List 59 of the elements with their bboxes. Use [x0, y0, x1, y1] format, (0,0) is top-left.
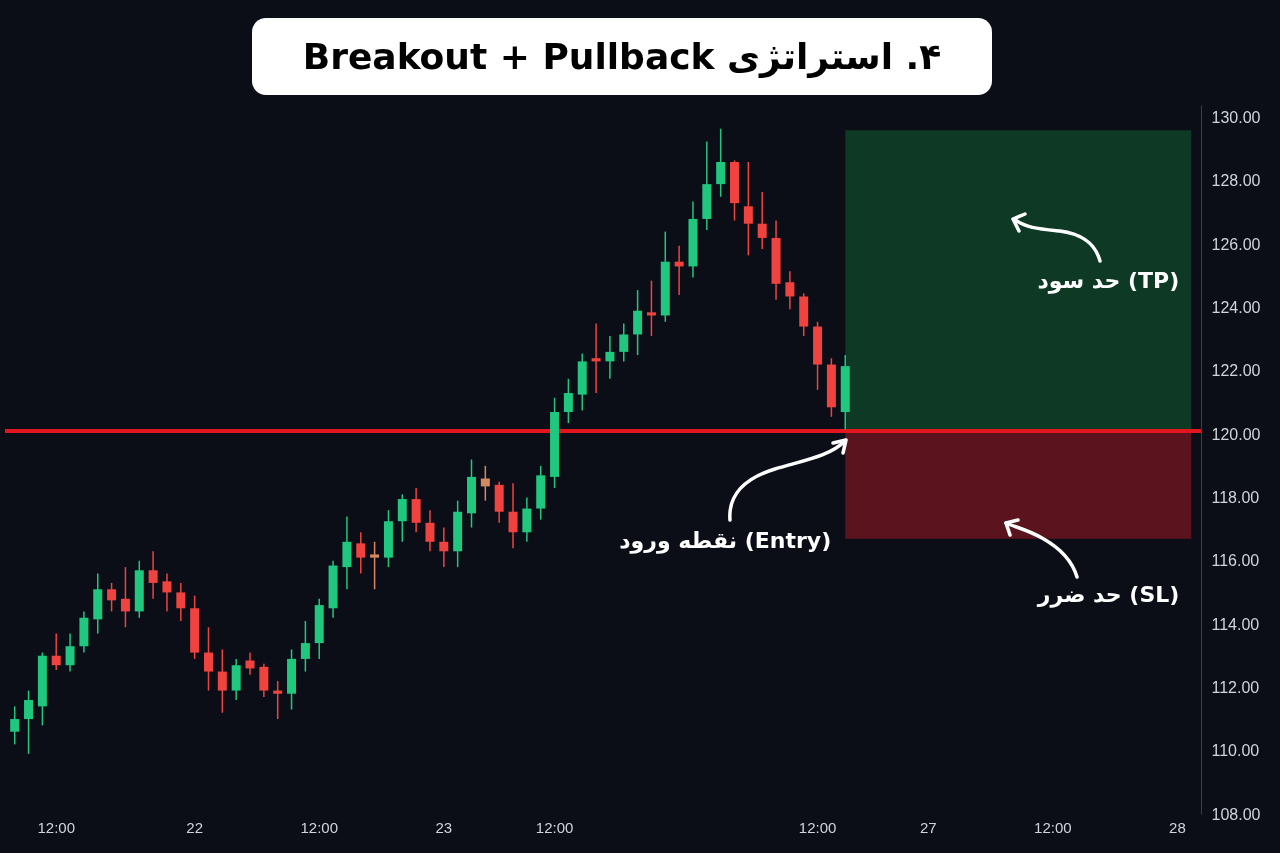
x-tick-label: 12:00 [535, 818, 574, 836]
candlestick [563, 378, 573, 424]
y-tick-label: 114.00 [1211, 615, 1260, 633]
y-tick-label: 108.00 [1211, 805, 1261, 823]
candlestick [273, 680, 283, 720]
x-tick-label: 23 [435, 818, 453, 836]
x-tick-label: 22 [186, 818, 203, 836]
candlestick [522, 496, 532, 543]
candlestick [24, 689, 34, 755]
candlestick [300, 620, 310, 673]
candlestick [619, 322, 629, 363]
candlestick [356, 531, 366, 575]
candlestick [120, 566, 130, 628]
candlestick [176, 582, 186, 622]
y-tick-label: 120.00 [1211, 425, 1261, 443]
candlestick [203, 626, 213, 692]
x-tick-label: 12:00 [798, 818, 837, 836]
candlestick [107, 582, 117, 613]
y-tick-label: 116.00 [1211, 552, 1260, 570]
candlestick [65, 632, 75, 673]
y-tick-label: 122.00 [1211, 362, 1261, 380]
band-label: حد ضرر (SL) [1036, 581, 1180, 608]
candlestick [785, 270, 795, 310]
candlestick [217, 648, 227, 714]
y-tick-label: 124.00 [1211, 299, 1261, 317]
candlestick [370, 541, 380, 591]
candlestick [633, 289, 643, 356]
chart-title: ۴. استراتژی Breakout + Pullback [302, 36, 942, 77]
candlestick [148, 550, 158, 600]
x-tick-label: 12:00 [1034, 818, 1072, 836]
candlestick [425, 509, 435, 553]
candlestick [411, 487, 421, 534]
candlestick [259, 662, 269, 698]
candlestick [51, 632, 61, 671]
candlestick [508, 482, 518, 549]
x-tick-label: 27 [919, 818, 937, 836]
x-tick-label: 12:00 [37, 818, 75, 836]
y-tick-label: 118.00 [1211, 488, 1260, 506]
y-tick-label: 130.00 [1211, 109, 1261, 127]
y-tick-label: 110.00 [1211, 742, 1260, 760]
y-tick-label: 112.00 [1211, 678, 1260, 696]
candlestick [646, 279, 656, 337]
candlestick [716, 127, 726, 198]
candlestick [397, 493, 407, 543]
candlestick [162, 572, 172, 613]
candlestick [439, 526, 449, 568]
y-tick-label: 126.00 [1211, 235, 1261, 253]
x-tick-label: 12:00 [300, 818, 338, 836]
y-tick-label: 128.00 [1211, 172, 1261, 190]
band-label: حد سود (TP) [1037, 267, 1180, 294]
candlestick [10, 705, 20, 746]
candlestick [757, 191, 767, 250]
candlestick [743, 161, 753, 257]
ref-line-label: نقطه ورود (Entry) [619, 528, 832, 555]
candlestick [245, 651, 255, 676]
x-tick-label: 28 [1169, 818, 1186, 836]
candlestick [605, 335, 615, 380]
candlestick [591, 322, 601, 394]
candlestick [480, 465, 490, 502]
